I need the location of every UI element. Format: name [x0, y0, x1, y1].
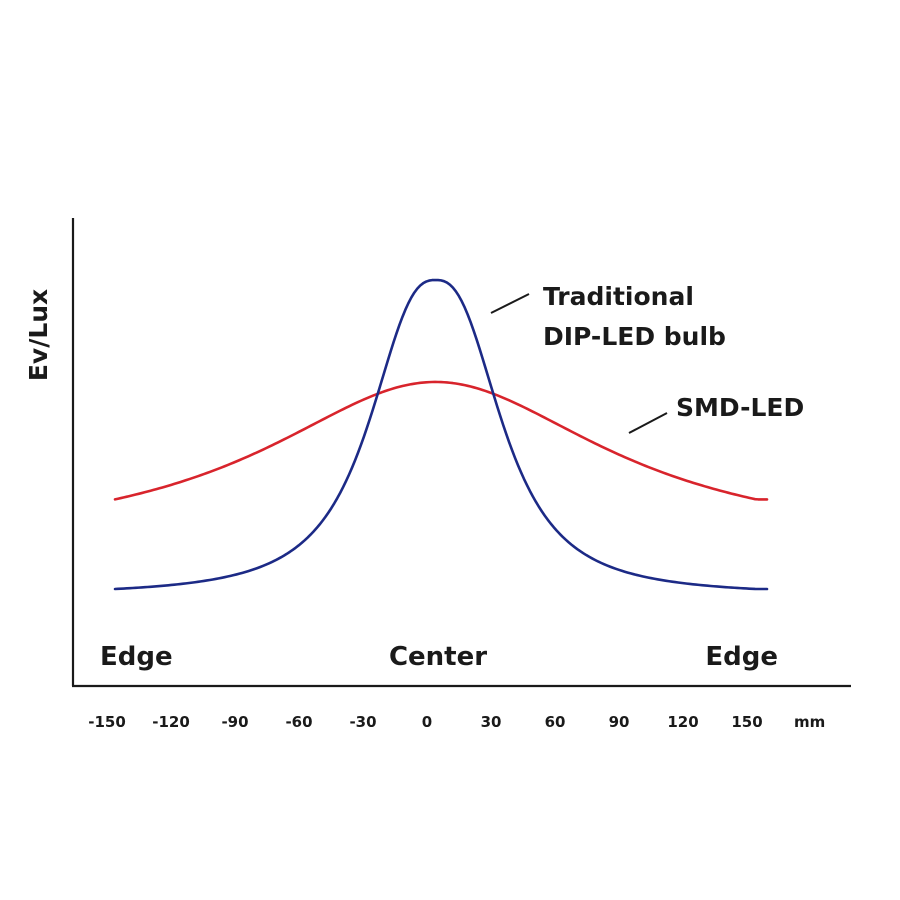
x-tick-label: 150: [731, 713, 762, 731]
x-tick-label: 30: [481, 713, 502, 731]
x-tick-label: -150: [88, 713, 126, 731]
x-tick-label: -120: [152, 713, 190, 731]
x-tick-label: -60: [285, 713, 312, 731]
x-tick-label: 90: [609, 713, 630, 731]
series-label-dip-line2: DIP-LED bulb: [543, 322, 726, 351]
leader-line-smd: [628, 412, 668, 434]
series-label-smd: SMD-LED: [676, 393, 804, 422]
y-axis-label: Ev/Lux: [24, 289, 53, 381]
x-tick-label: -90: [221, 713, 248, 731]
edge-label-left: Edge: [100, 642, 173, 672]
x-tick-label: 60: [545, 713, 566, 731]
series-line-dip-led: [113, 278, 769, 591]
x-tick-labels: -150 -120 -90 -60 -30 0 30 60 90 120 150: [88, 713, 762, 731]
x-tick-label: -30: [349, 713, 376, 731]
x-tick-label: 0: [422, 713, 432, 731]
series-label-dip-line1: Traditional: [543, 282, 694, 311]
x-unit-label: mm: [794, 713, 825, 731]
center-label: Center: [389, 642, 487, 672]
leader-line-dip: [490, 293, 530, 314]
series-line-smd-led: [113, 380, 769, 501]
edge-label-right: Edge: [705, 642, 778, 672]
x-tick-label: 120: [667, 713, 698, 731]
